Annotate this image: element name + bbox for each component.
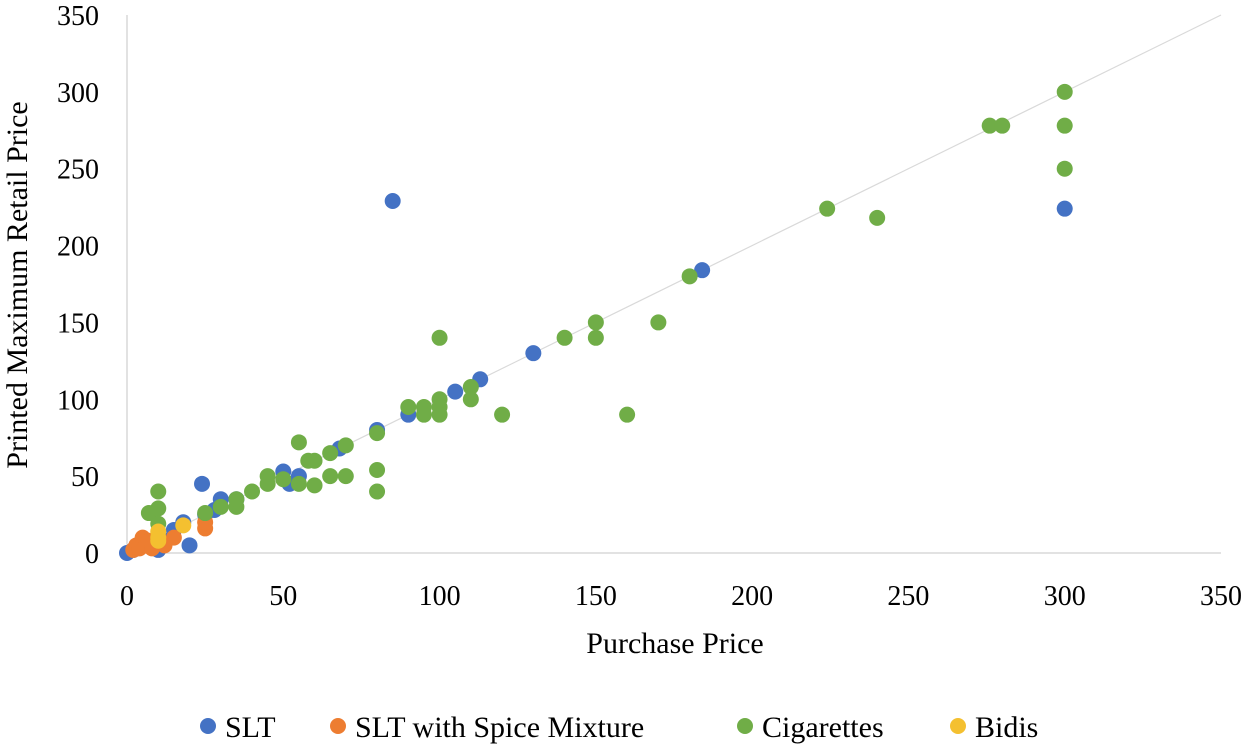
data-point: [650, 314, 667, 331]
data-point: [556, 329, 573, 346]
data-point: [869, 209, 886, 226]
series-0: [119, 192, 1073, 561]
data-point: [447, 383, 464, 400]
data-point: [694, 262, 711, 279]
x-tick-label: 0: [120, 581, 134, 612]
x-tick-label: 50: [269, 581, 297, 612]
data-point: [587, 329, 604, 346]
y-tick-label: 50: [71, 462, 99, 493]
legend-item: Bidis: [950, 711, 1038, 744]
data-point: [369, 425, 386, 442]
data-point: [259, 468, 276, 485]
legend-label: Bidis: [975, 711, 1038, 744]
data-point: [681, 268, 698, 285]
data-point: [290, 434, 307, 451]
legend-label: SLT: [225, 711, 276, 744]
data-point: [197, 505, 214, 522]
data-point: [819, 200, 836, 217]
data-point: [994, 117, 1011, 134]
data-point: [1056, 117, 1073, 134]
x-tick-labels: 0 50 100 150 200 250 300 350: [120, 581, 1242, 612]
y-tick-labels: 0 50 100 150 200 250 300 350: [57, 1, 99, 570]
data-point: [150, 532, 167, 549]
legend-item: SLT with Spice Mixture: [330, 711, 644, 744]
legend-marker: [737, 718, 753, 734]
data-point: [415, 406, 432, 423]
data-point: [431, 329, 448, 346]
data-point: [275, 471, 292, 488]
data-point: [587, 314, 604, 331]
legend-item: Cigarettes: [737, 711, 884, 744]
series-3: [150, 517, 192, 549]
x-tick-label: 150: [575, 581, 617, 612]
data-point: [165, 529, 182, 546]
x-tick-label: 200: [731, 581, 773, 612]
x-tick-label: 250: [887, 581, 929, 612]
legend-marker: [950, 718, 966, 734]
y-tick-label: 350: [57, 1, 99, 32]
data-point: [337, 437, 354, 454]
data-point: [322, 445, 339, 462]
data-point: [306, 477, 323, 494]
legend-label: SLT with Spice Mixture: [355, 711, 644, 744]
data-point: [384, 192, 401, 209]
legend-label: Cigarettes: [762, 711, 884, 744]
y-tick-label: 150: [57, 308, 99, 339]
data-point: [322, 468, 339, 485]
data-point: [619, 406, 636, 423]
data-point: [290, 475, 307, 492]
series-2: [140, 83, 1073, 532]
data-point: [1056, 83, 1073, 100]
data-point: [525, 345, 542, 362]
y-tick-label: 300: [57, 78, 99, 109]
legend: SLT SLT with Spice Mixture Cigarettes Bidis: [200, 711, 1038, 744]
data-point: [400, 398, 417, 415]
plot-area: 0 50 100 150 200 250 300 350 0 50 100 150 200 250 300…: [57, 1, 1242, 612]
x-axis-title: Purchase Price: [586, 627, 763, 660]
y-tick-label: 0: [85, 539, 99, 570]
y-tick-label: 250: [57, 155, 99, 186]
data-point: [228, 491, 245, 508]
x-tick-label: 300: [1044, 581, 1086, 612]
data-point: [431, 406, 448, 423]
x-tick-label: 100: [419, 581, 461, 612]
data-point: [181, 537, 198, 554]
data-point: [369, 461, 386, 478]
data-point: [1056, 160, 1073, 177]
data-point: [981, 117, 998, 134]
data-points: [119, 83, 1073, 561]
data-point: [194, 475, 211, 492]
y-tick-label: 200: [57, 232, 99, 263]
x-tick-label: 350: [1200, 581, 1242, 612]
y-axis-title: Printed Maximum Retail Price: [1, 101, 34, 468]
data-point: [462, 378, 479, 395]
legend-item: SLT: [200, 711, 276, 744]
data-point: [150, 500, 167, 517]
data-point: [150, 483, 167, 500]
data-point: [1056, 200, 1073, 217]
data-point: [462, 391, 479, 408]
y-tick-label: 100: [57, 385, 99, 416]
data-point: [306, 452, 323, 469]
data-point: [175, 517, 192, 534]
legend-marker: [200, 718, 216, 734]
series-1: [125, 514, 214, 558]
data-point: [337, 468, 354, 485]
data-point: [494, 406, 511, 423]
legend-marker: [330, 718, 346, 734]
data-point: [212, 498, 229, 515]
data-point: [244, 483, 261, 500]
data-point: [369, 483, 386, 500]
